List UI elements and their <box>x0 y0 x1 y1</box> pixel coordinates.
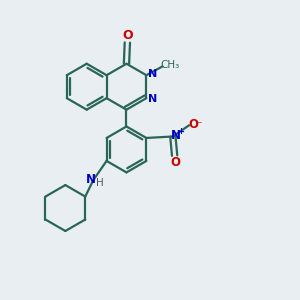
Text: N: N <box>148 94 158 104</box>
Text: N: N <box>86 173 96 186</box>
Text: +: + <box>177 127 184 136</box>
Text: N: N <box>148 69 158 79</box>
Text: ⁻: ⁻ <box>196 119 202 132</box>
Text: CH₃: CH₃ <box>160 60 180 70</box>
Text: O: O <box>122 29 133 42</box>
Text: H: H <box>96 178 104 188</box>
Text: O: O <box>189 118 199 130</box>
Text: N: N <box>171 129 181 142</box>
Text: O: O <box>170 156 180 169</box>
